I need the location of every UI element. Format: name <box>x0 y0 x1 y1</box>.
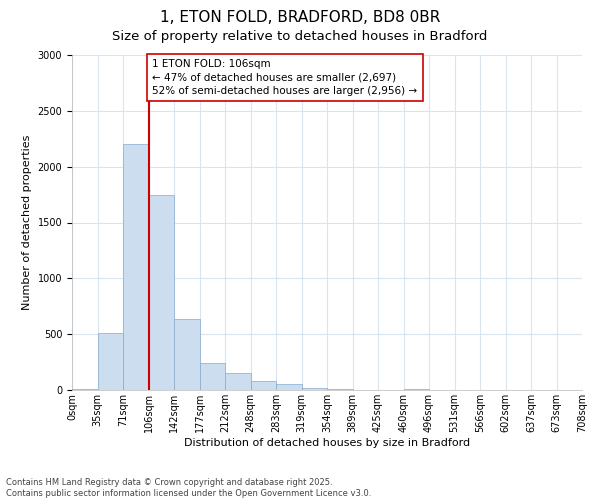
Text: Size of property relative to detached houses in Bradford: Size of property relative to detached ho… <box>112 30 488 43</box>
Bar <box>302 388 327 390</box>
Bar <box>276 384 302 390</box>
Bar <box>123 144 149 390</box>
Text: 1, ETON FOLD, BRADFORD, BD8 0BR: 1, ETON FOLD, BRADFORD, BD8 0BR <box>160 10 440 25</box>
Bar <box>97 333 123 390</box>
Text: Contains HM Land Registry data © Crown copyright and database right 2025.
Contai: Contains HM Land Registry data © Crown c… <box>6 478 371 498</box>
Bar <box>72 389 97 390</box>
Text: 1 ETON FOLD: 106sqm
← 47% of detached houses are smaller (2,697)
52% of semi-det: 1 ETON FOLD: 106sqm ← 47% of detached ho… <box>152 60 418 96</box>
Bar <box>174 318 199 390</box>
Bar <box>225 373 251 390</box>
Y-axis label: Number of detached properties: Number of detached properties <box>22 135 32 310</box>
Bar <box>149 194 174 390</box>
Bar <box>199 363 225 390</box>
Bar <box>251 381 276 390</box>
X-axis label: Distribution of detached houses by size in Bradford: Distribution of detached houses by size … <box>184 438 470 448</box>
